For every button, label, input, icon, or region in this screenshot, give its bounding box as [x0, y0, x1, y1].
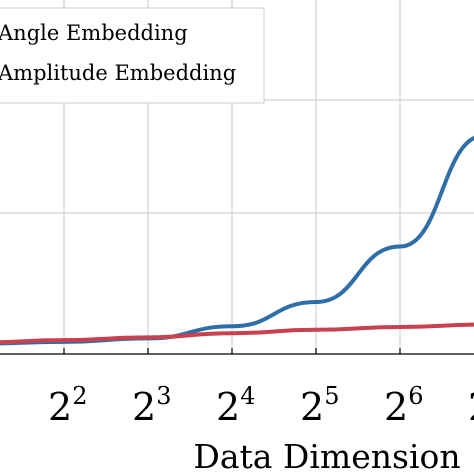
x-tick-label-1: 23 [132, 382, 171, 429]
axes-frame [0, 348, 474, 355]
series-layer [0, 135, 474, 346]
x-tick-label-4: 26 [384, 382, 423, 429]
legend-label-amplitude: Amplitude Embedding [0, 61, 236, 85]
series-line-0 [0, 135, 474, 346]
x-axis-label: Data Dimension [193, 437, 460, 474]
legend: Angle Embedding Amplitude Embedding [0, 7, 265, 104]
x-tick-label-0: 22 [48, 382, 87, 429]
legend-label-angle: Angle Embedding [0, 21, 188, 45]
x-tick-label-5: 2 [468, 385, 474, 429]
x-tick-label-3: 25 [300, 382, 339, 429]
x-tick-label-2: 24 [216, 382, 255, 429]
x-tick-labels: 22 23 24 25 26 2 [48, 382, 474, 429]
legend-box [0, 7, 265, 104]
series-line-1 [0, 322, 474, 345]
